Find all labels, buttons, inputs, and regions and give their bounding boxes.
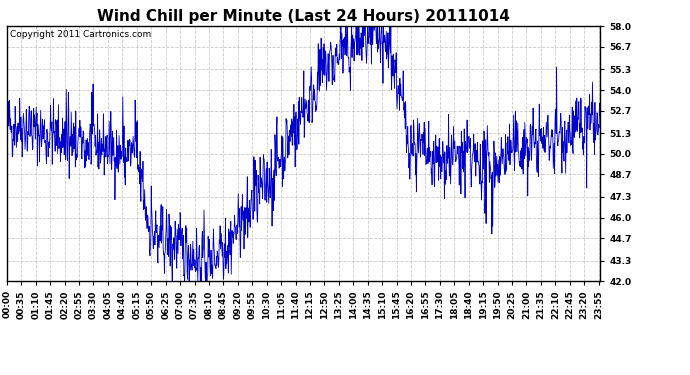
Text: Copyright 2011 Cartronics.com: Copyright 2011 Cartronics.com xyxy=(10,30,151,39)
Title: Wind Chill per Minute (Last 24 Hours) 20111014: Wind Chill per Minute (Last 24 Hours) 20… xyxy=(97,9,510,24)
